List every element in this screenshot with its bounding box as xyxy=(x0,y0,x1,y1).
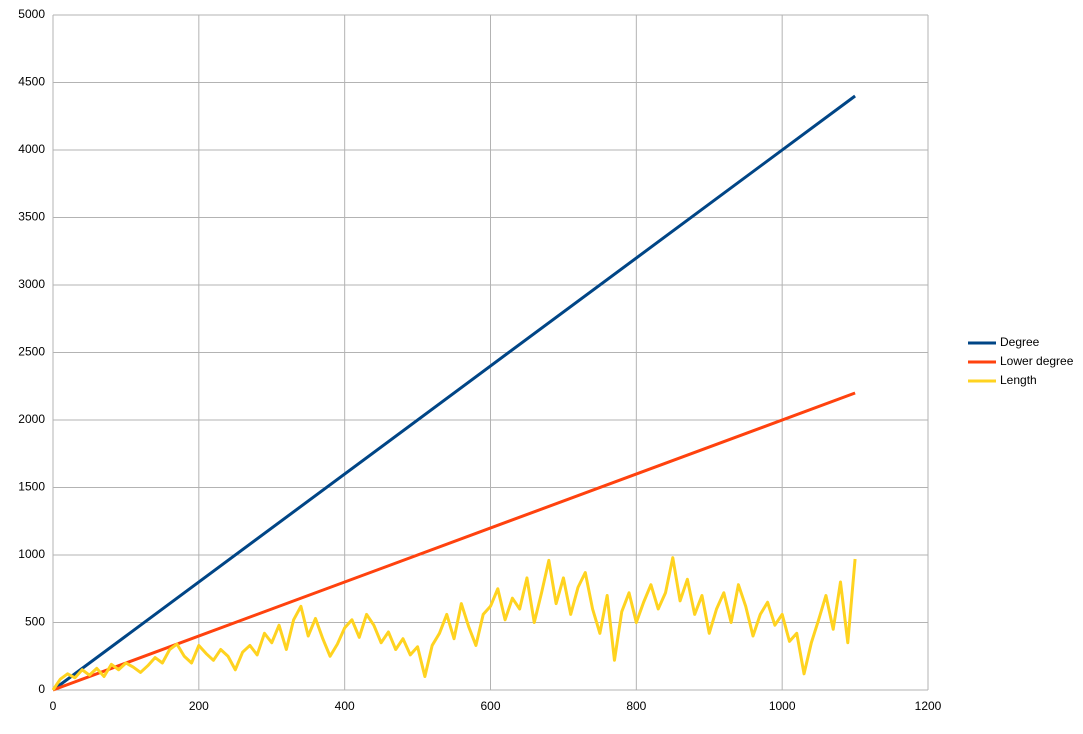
y-tick-label: 500 xyxy=(25,615,45,629)
y-tick-label: 1000 xyxy=(18,547,45,561)
x-tick-label: 600 xyxy=(480,699,500,713)
y-tick-label: 3000 xyxy=(18,277,45,291)
y-tick-label: 2500 xyxy=(18,345,45,359)
y-tick-label: 4000 xyxy=(18,142,45,156)
series-line xyxy=(51,556,857,691)
legend-label: Lower degree xyxy=(1000,354,1074,368)
legend-label: Degree xyxy=(1000,335,1040,349)
y-tick-label: 2000 xyxy=(18,412,45,426)
y-tick-label: 3500 xyxy=(18,210,45,224)
y-tick-label: 1500 xyxy=(18,480,45,494)
x-tick-label: 400 xyxy=(335,699,355,713)
series-line xyxy=(52,391,856,692)
y-tick-label: 4500 xyxy=(18,75,45,89)
y-tick-label: 5000 xyxy=(18,7,45,21)
series-line xyxy=(52,94,856,692)
legend-label: Length xyxy=(1000,373,1037,387)
x-tick-label: 800 xyxy=(626,699,646,713)
y-tick-label: 0 xyxy=(38,682,45,696)
x-tick-label: 200 xyxy=(189,699,209,713)
x-tick-label: 1000 xyxy=(769,699,796,713)
x-tick-label: 1200 xyxy=(915,699,942,713)
x-tick-label: 0 xyxy=(50,699,57,713)
